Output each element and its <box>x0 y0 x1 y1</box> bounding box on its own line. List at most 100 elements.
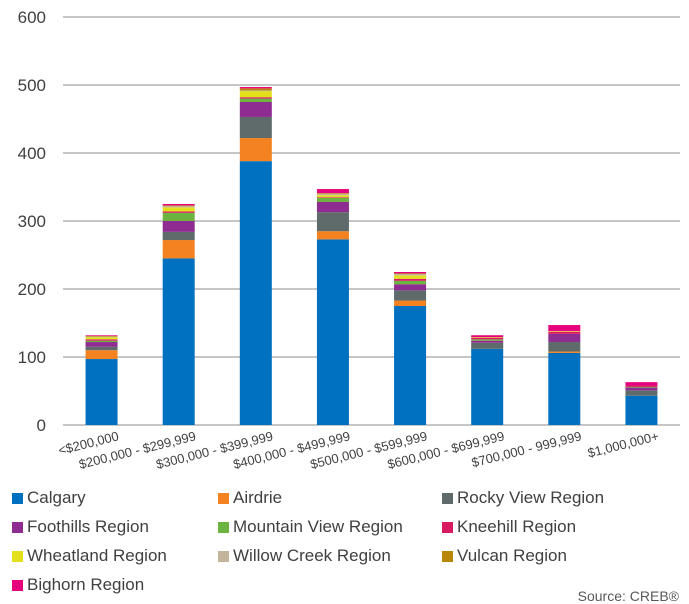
legend-item: Foothills Region <box>12 517 149 537</box>
bar-segment <box>162 205 195 207</box>
y-tick-label: 400 <box>18 144 46 163</box>
bar-segment <box>239 88 272 91</box>
bar-segment <box>625 395 658 425</box>
legend-item: Vulcan Region <box>442 546 567 566</box>
bar-segment <box>548 331 581 332</box>
bar-segment <box>316 197 349 198</box>
legend-label: Rocky View Region <box>457 488 605 507</box>
bar-segment <box>85 359 118 425</box>
legend-swatch <box>442 550 453 562</box>
bar-segment <box>394 284 427 291</box>
bar-segment <box>162 258 195 425</box>
bar-segment <box>85 342 118 347</box>
legend-swatch <box>218 550 229 562</box>
y-tick-label: 100 <box>18 348 46 367</box>
bar-segment <box>316 193 349 196</box>
bar-segment <box>394 275 427 279</box>
bar-segment <box>239 116 272 139</box>
bar-segment <box>471 340 504 343</box>
bar-segment <box>625 385 658 387</box>
bar-segment <box>162 206 195 208</box>
bar-segment <box>85 339 118 341</box>
bar-segment <box>162 231 195 241</box>
bar-segment <box>162 204 195 206</box>
bar-segment <box>316 231 349 240</box>
legend-swatch <box>12 521 23 533</box>
bar-segment <box>625 382 658 386</box>
bar-segment <box>471 342 504 349</box>
bars <box>85 87 658 425</box>
bar-segment <box>239 98 272 102</box>
gridlines <box>63 16 680 426</box>
bar-segment <box>394 273 427 275</box>
bar-segment <box>394 306 427 425</box>
bar-segment <box>239 87 272 89</box>
bar-segment <box>471 337 504 338</box>
bar-segment <box>239 90 272 92</box>
x-tick-label: $1,000,000+ <box>586 428 660 460</box>
legend-swatch <box>12 579 23 591</box>
legend-label: Calgary <box>27 488 86 507</box>
bar-segment <box>85 335 118 337</box>
bar-segment <box>162 221 195 232</box>
y-tick-label: 500 <box>18 76 46 95</box>
y-axis-tick-labels: 0 100 200 300 400 500 600 <box>18 8 46 435</box>
bar-segment <box>316 239 349 425</box>
legend-item: Willow Creek Region <box>218 546 391 566</box>
bar-segment <box>316 201 349 213</box>
bar-segment <box>85 335 118 336</box>
bar-segment <box>85 336 118 338</box>
bar-segment <box>394 300 427 306</box>
bar-segment <box>548 351 581 353</box>
bar-segment <box>239 97 272 99</box>
x-axis-tick-labels: <$200,000$200,000 - $299,999$300,000 - $… <box>57 428 660 472</box>
bar-segment <box>316 189 349 194</box>
bar-segment <box>85 350 118 360</box>
bar-segment <box>239 138 272 162</box>
legend-item: Bighorn Region <box>12 575 144 595</box>
legend-label: Airdrie <box>233 488 283 507</box>
bar-segment <box>85 340 118 343</box>
legend-label: Kneehill Region <box>457 517 577 536</box>
bar-segment <box>625 387 658 391</box>
bar-segment <box>394 274 427 276</box>
bar-segment <box>162 240 195 259</box>
y-tick-label: 300 <box>18 212 46 231</box>
bar-segment <box>471 335 504 338</box>
bar-segment <box>548 331 581 334</box>
bar-segment <box>316 212 349 232</box>
bar-segment <box>548 352 581 425</box>
legend-swatch <box>218 521 229 533</box>
bar-segment <box>316 193 349 194</box>
y-tick-label: 200 <box>18 280 46 299</box>
y-tick-label: 0 <box>37 416 46 435</box>
bar-segment <box>162 211 195 213</box>
legend-label: Vulcan Region <box>457 546 567 565</box>
legend-label: Mountain View Region <box>233 517 403 536</box>
legend-item: Rocky View Region <box>442 488 604 508</box>
legend-label: Foothills Region <box>27 517 149 536</box>
legend-swatch <box>12 492 23 504</box>
legend-swatch <box>218 492 229 504</box>
bar-segment <box>548 325 581 332</box>
legend-swatch <box>442 521 453 533</box>
bar-segment <box>239 161 272 425</box>
bar-segment <box>548 342 581 352</box>
legend-label: Willow Creek Region <box>233 546 391 565</box>
legend-label: Bighorn Region <box>27 575 145 594</box>
bar-segment <box>394 290 427 301</box>
bar-segment <box>85 346 118 351</box>
bar-segment <box>239 102 272 117</box>
legend-item: Kneehill Region <box>442 517 576 537</box>
bar-segment <box>471 337 504 340</box>
source-note: Source: CREB® <box>577 588 679 604</box>
bar-segment <box>394 272 427 274</box>
legend-item: Calgary <box>12 488 86 508</box>
bar-segment <box>625 386 658 388</box>
bar-segment <box>394 278 427 281</box>
bar-segment <box>394 280 427 285</box>
stacked-bar-chart: 0 100 200 300 400 500 600 <$200,000$200,000 - … <box>18 8 680 472</box>
bar-segment <box>625 390 658 396</box>
bar-segment <box>162 212 195 221</box>
legend-swatch <box>12 550 23 562</box>
